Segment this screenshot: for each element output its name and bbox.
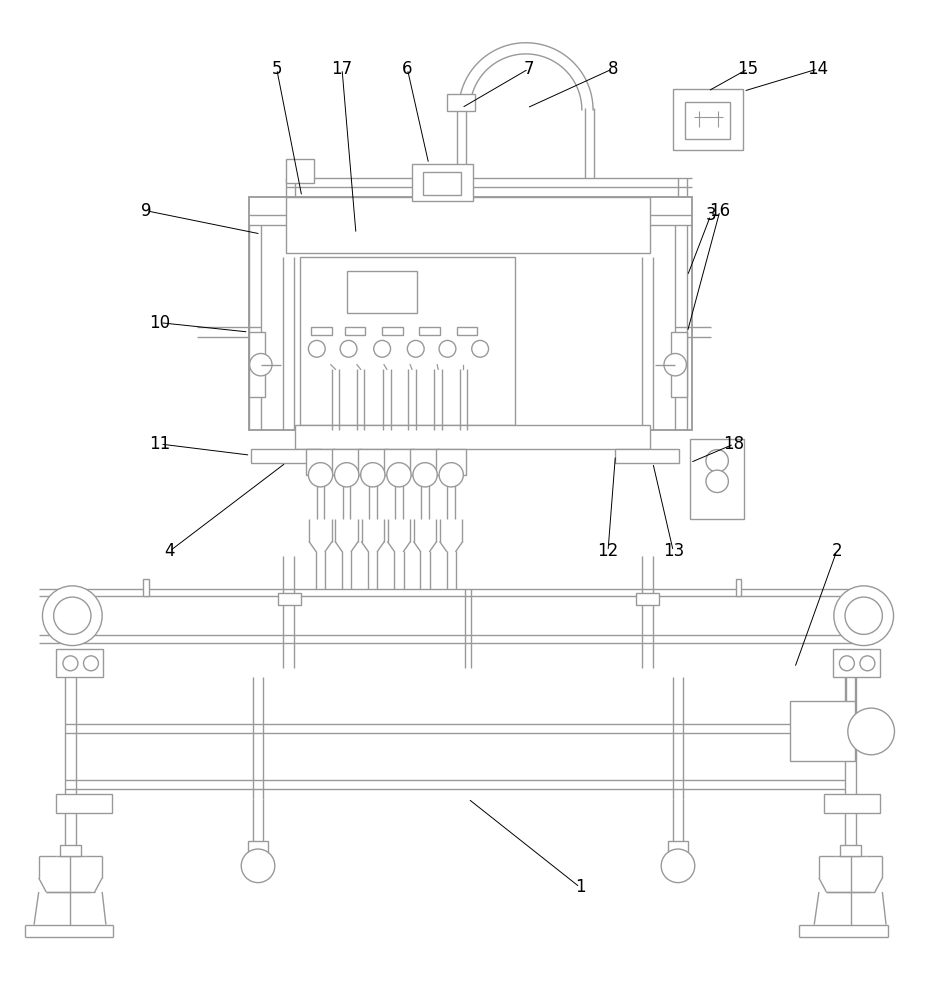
- Bar: [790, 701, 856, 761]
- Text: 9: 9: [140, 202, 152, 220]
- Text: 18: 18: [724, 435, 744, 453]
- Bar: [249, 197, 692, 430]
- Circle shape: [334, 463, 358, 487]
- Bar: [833, 649, 880, 677]
- Text: 2: 2: [831, 542, 842, 560]
- Circle shape: [241, 849, 275, 883]
- Bar: [419, 327, 440, 335]
- Bar: [636, 593, 659, 605]
- Text: 17: 17: [331, 60, 353, 78]
- Text: 16: 16: [709, 202, 730, 220]
- Bar: [841, 845, 861, 856]
- Circle shape: [63, 656, 78, 671]
- Text: 8: 8: [607, 60, 618, 78]
- Bar: [457, 327, 477, 335]
- Bar: [249, 332, 266, 397]
- Text: 6: 6: [402, 60, 413, 78]
- Text: 1: 1: [575, 878, 585, 896]
- Bar: [670, 332, 687, 397]
- Bar: [56, 649, 103, 677]
- Circle shape: [407, 340, 424, 357]
- Bar: [331, 449, 361, 475]
- Bar: [825, 794, 881, 813]
- Text: 15: 15: [738, 60, 758, 78]
- Bar: [278, 593, 301, 605]
- Bar: [690, 439, 744, 519]
- Circle shape: [472, 340, 489, 357]
- Circle shape: [845, 597, 883, 634]
- Bar: [251, 449, 320, 463]
- Bar: [300, 257, 515, 425]
- Circle shape: [664, 353, 686, 376]
- Bar: [55, 794, 111, 813]
- Bar: [447, 94, 475, 111]
- Bar: [306, 449, 335, 475]
- Text: 12: 12: [597, 542, 619, 560]
- Circle shape: [387, 463, 411, 487]
- Bar: [296, 425, 650, 449]
- Bar: [60, 845, 80, 856]
- Text: 11: 11: [150, 435, 170, 453]
- Circle shape: [340, 340, 357, 357]
- Circle shape: [413, 463, 437, 487]
- Bar: [384, 449, 414, 475]
- Bar: [286, 197, 650, 253]
- Circle shape: [53, 597, 91, 634]
- Bar: [685, 102, 730, 139]
- Text: 13: 13: [663, 542, 684, 560]
- Circle shape: [848, 708, 895, 755]
- Bar: [667, 841, 688, 852]
- Bar: [358, 449, 388, 475]
- Circle shape: [439, 463, 463, 487]
- Bar: [412, 164, 473, 201]
- Bar: [616, 449, 679, 463]
- Circle shape: [360, 463, 385, 487]
- Circle shape: [309, 463, 332, 487]
- Text: 7: 7: [523, 60, 534, 78]
- Bar: [248, 841, 269, 852]
- Circle shape: [706, 450, 728, 472]
- Circle shape: [661, 849, 695, 883]
- Bar: [423, 172, 461, 195]
- Circle shape: [840, 656, 855, 671]
- Circle shape: [309, 340, 325, 357]
- Bar: [311, 327, 331, 335]
- Bar: [286, 159, 314, 183]
- Bar: [344, 327, 365, 335]
- Circle shape: [42, 586, 102, 646]
- Circle shape: [860, 656, 875, 671]
- Circle shape: [373, 340, 390, 357]
- Bar: [436, 449, 466, 475]
- Text: 3: 3: [706, 206, 716, 224]
- Bar: [382, 327, 402, 335]
- Text: 14: 14: [808, 60, 828, 78]
- Text: 5: 5: [271, 60, 282, 78]
- Text: 10: 10: [150, 314, 170, 332]
- Circle shape: [706, 470, 728, 493]
- Circle shape: [439, 340, 456, 357]
- Circle shape: [250, 353, 272, 376]
- Bar: [736, 579, 741, 596]
- Bar: [346, 271, 417, 313]
- Circle shape: [83, 656, 98, 671]
- Circle shape: [834, 586, 894, 646]
- Bar: [410, 449, 440, 475]
- Bar: [143, 579, 149, 596]
- Text: 4: 4: [164, 542, 175, 560]
- Bar: [673, 89, 743, 150]
